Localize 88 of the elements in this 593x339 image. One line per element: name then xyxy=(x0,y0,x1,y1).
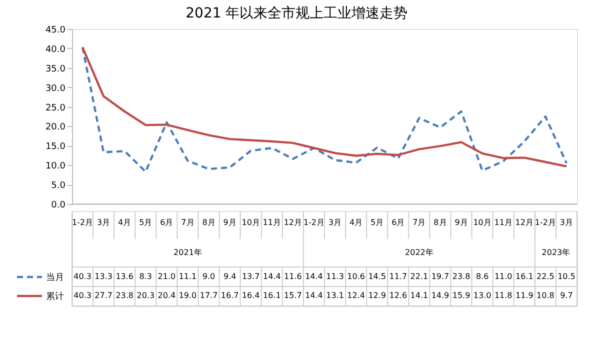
data-label: 10.8 xyxy=(536,291,554,300)
y-tick-label: 10.0 xyxy=(45,162,66,172)
x-tick-label: 6月 xyxy=(392,218,405,227)
data-label: 40.3 xyxy=(74,272,92,281)
x-tick-label: 5月 xyxy=(139,218,152,227)
x-tick-label: 4月 xyxy=(118,218,132,227)
x-tick-label: 7月 xyxy=(412,218,426,227)
x-tick-label: 10月 xyxy=(242,218,260,227)
data-label: 11.7 xyxy=(389,272,408,281)
x-tick-label: 11月 xyxy=(494,218,512,227)
x-tick-label: 8月 xyxy=(434,218,447,227)
data-label: 12.4 xyxy=(347,291,365,300)
data-label: 16.1 xyxy=(262,291,281,300)
x-tick-label: 12月 xyxy=(515,218,534,227)
data-label: 17.7 xyxy=(200,291,218,300)
data-label: 11.8 xyxy=(494,291,512,300)
data-label: 11.0 xyxy=(494,272,512,281)
x-tick-label: 4月 xyxy=(350,218,363,227)
legend-label: 累计 xyxy=(46,291,64,302)
data-label: 16.1 xyxy=(515,272,534,281)
y-tick-label: 15.0 xyxy=(45,142,66,152)
data-label: 12.9 xyxy=(368,291,386,300)
y-tick-label: 40.0 xyxy=(45,44,66,55)
data-label: 23.8 xyxy=(452,272,470,281)
data-label: 14.5 xyxy=(368,272,386,281)
data-label: 13.6 xyxy=(116,272,134,281)
x-tick-label: 1-2月 xyxy=(72,218,94,227)
data-label: 8.6 xyxy=(476,272,489,281)
legend-label: 当月 xyxy=(46,272,64,283)
y-tick-label: 25.0 xyxy=(45,103,66,114)
data-label: 11.3 xyxy=(326,272,344,281)
data-label: 20.4 xyxy=(158,291,176,300)
data-label: 14.1 xyxy=(410,291,428,300)
x-tick-label: 10月 xyxy=(473,218,492,227)
x-tick-label: 11月 xyxy=(262,218,281,227)
y-tick-label: 45.0 xyxy=(45,26,66,36)
data-label: 14.4 xyxy=(305,272,323,281)
x-tick-label: 7月 xyxy=(181,218,194,227)
data-label: 22.5 xyxy=(536,272,554,281)
data-label: 14.9 xyxy=(431,291,450,300)
x-tick-label: 8月 xyxy=(202,218,216,227)
data-label: 10.6 xyxy=(347,272,365,281)
data-label: 20.3 xyxy=(136,291,155,300)
chart-title: 2021 年以来全市规上工业增速走势 xyxy=(186,6,408,22)
x-tick-label: 12月 xyxy=(284,218,302,227)
data-label: 8.3 xyxy=(139,272,152,281)
x-tick-label: 3月 xyxy=(97,218,110,227)
data-label: 15.9 xyxy=(452,291,470,300)
data-label: 14.4 xyxy=(305,291,323,300)
text: 2021年 xyxy=(174,248,202,257)
data-label: 22.1 xyxy=(410,272,428,281)
data-label: 16.4 xyxy=(242,291,260,300)
x-tick-label: 5月 xyxy=(370,218,384,227)
data-label: 16.7 xyxy=(220,291,239,300)
data-label: 40.3 xyxy=(74,291,92,300)
data-label: 15.7 xyxy=(284,291,302,300)
y-tick-label: 0.0 xyxy=(51,200,66,210)
data-label: 11.6 xyxy=(284,272,302,281)
data-label: 13.1 xyxy=(326,291,344,300)
data-label: 9.7 xyxy=(560,291,573,300)
x-tick-label: 1-2月 xyxy=(303,218,325,227)
x-tick-label: 6月 xyxy=(160,218,174,227)
data-label: 19.0 xyxy=(178,291,197,300)
data-label: 19.7 xyxy=(431,272,450,281)
data-label: 12.6 xyxy=(389,291,408,300)
data-label: 11.1 xyxy=(178,272,197,281)
data-label: 23.8 xyxy=(116,291,134,300)
y-tick-label: 30.0 xyxy=(45,84,66,94)
y-tick-label: 20.0 xyxy=(45,122,66,133)
data-label: 10.5 xyxy=(558,272,576,281)
data-label: 21.0 xyxy=(158,272,176,281)
text: 2023年 xyxy=(542,248,570,257)
y-tick-label: 5.0 xyxy=(51,181,66,192)
x-tick-label: 9月 xyxy=(223,218,236,227)
data-label: 13.0 xyxy=(473,291,492,300)
data-label: 14.4 xyxy=(262,272,281,281)
x-tick-label: 1-2月 xyxy=(534,218,556,227)
data-label: 13.3 xyxy=(94,272,112,281)
x-tick-label: 3月 xyxy=(328,218,342,227)
data-label: 9.4 xyxy=(223,272,236,281)
data-label: 11.9 xyxy=(515,291,534,300)
data-label: 27.7 xyxy=(94,291,112,300)
text: 2022年 xyxy=(405,248,434,257)
data-label: 9.0 xyxy=(202,272,216,281)
y-tick-label: 35.0 xyxy=(45,64,66,74)
data-label: 13.7 xyxy=(242,272,260,281)
x-tick-label: 3月 xyxy=(560,218,574,227)
x-tick-label: 9月 xyxy=(454,218,468,227)
